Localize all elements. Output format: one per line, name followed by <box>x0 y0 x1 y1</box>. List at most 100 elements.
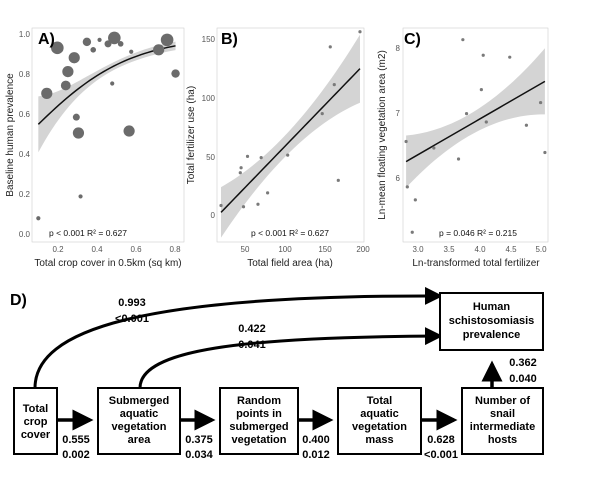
panel-b-stats: p < 0.001 R² = 0.627 <box>251 228 329 238</box>
node-snail-line-3: intermediate <box>470 421 535 433</box>
panel-a-ytick-1: 0.0 <box>19 230 31 239</box>
node-crop-line-3: cover <box>21 429 51 441</box>
panel-c-x-axis-label: Ln-transformed total fertilizer <box>412 258 540 269</box>
panel-a-x-axis-label: Total crop cover in 0.5km (sq km) <box>34 258 181 269</box>
panel-b-confidence-band <box>221 34 360 238</box>
node-mass-line-3: vegetation <box>352 421 407 433</box>
data-point <box>259 156 263 160</box>
data-point <box>41 87 53 99</box>
panel-b-ytick-4: 150 <box>202 35 216 44</box>
panel-b-xtick-2: 100 <box>278 245 292 254</box>
data-point <box>332 83 336 87</box>
panel-b-xtick-1: 50 <box>241 245 250 254</box>
panel-a-xtick-3: 0.6 <box>130 245 142 254</box>
panel-c-ytick-1: 6 <box>396 174 401 183</box>
panel-a-plot-area <box>31 27 185 243</box>
panel-d-label: D) <box>10 292 27 309</box>
data-point <box>62 65 74 78</box>
pval-crop-human: <0.001 <box>115 313 149 325</box>
data-point <box>239 166 243 170</box>
node-submerged-aquatic-vegetation-area: Submerged aquatic vegetation area <box>97 387 181 455</box>
data-point <box>117 41 124 47</box>
data-point <box>108 31 121 45</box>
panel-c-y-axis-label: Ln-mean floating vegetation area (m2) <box>377 50 388 220</box>
data-point <box>82 37 92 47</box>
node-crop-line-2: crop <box>24 416 48 428</box>
node-random-line-2: points in <box>236 408 282 420</box>
data-point <box>413 198 417 202</box>
data-point <box>241 205 246 209</box>
panel-c-points <box>404 38 547 234</box>
node-mass-line-4: mass <box>365 434 393 446</box>
panel-b-fit-line <box>220 68 361 213</box>
panel-b-xtick-3: 150 <box>318 245 332 254</box>
data-point <box>266 191 270 195</box>
data-point <box>68 52 80 64</box>
node-random-line-4: vegetation <box>231 434 286 446</box>
panel-a-ytick-5: 0.8 <box>19 70 31 79</box>
data-point <box>123 125 135 137</box>
pval-snail-human: 0.040 <box>509 373 537 385</box>
panel-b-xtick-4: 200 <box>356 245 370 254</box>
node-sav-line-2: aquatic <box>120 408 159 420</box>
data-point <box>524 123 529 127</box>
panel-b-x-axis-label: Total field area (ha) <box>247 258 333 269</box>
panel-b: 50 100 150 200 0 50 100 150 Total field … <box>186 27 370 269</box>
panel-c-xtick-1: 3.0 <box>412 245 424 254</box>
data-point <box>78 194 83 199</box>
panel-d: D) Total crop cover Submerged aquatic ve… <box>10 286 544 461</box>
data-point <box>432 146 436 150</box>
data-point <box>219 203 223 208</box>
coef-random-mass: 0.400 <box>302 434 330 446</box>
panel-a-fit-line <box>37 45 176 125</box>
data-point <box>410 230 414 234</box>
panel-a-ytick-6: 1.0 <box>19 30 31 39</box>
node-random-points: Random points in submerged vegetation <box>219 387 299 455</box>
panel-c-confidence-band <box>406 48 545 188</box>
panel-a-xtick-2: 0.4 <box>91 245 103 254</box>
panel-a-y-axis-label: Baseline human prevalence <box>5 73 16 197</box>
data-point <box>110 81 115 86</box>
arrow-crop-to-human <box>33 286 443 389</box>
data-point <box>256 202 260 206</box>
panel-c-xtick-5: 5.0 <box>535 245 547 254</box>
data-point <box>72 113 80 121</box>
panel-b-ytick-2: 50 <box>206 153 215 162</box>
pval-mass-snail: <0.001 <box>424 449 458 461</box>
data-point <box>72 127 85 139</box>
panel-a-label: A) <box>38 31 55 48</box>
node-random-line-3: submerged <box>229 421 288 433</box>
data-point <box>405 185 409 189</box>
panel-c-xtick-2: 3.5 <box>443 245 455 254</box>
data-point <box>90 46 97 53</box>
coef-snail-human: 0.362 <box>509 357 537 369</box>
data-point <box>60 80 71 91</box>
panel-c-xtick-3: 4.0 <box>474 245 486 254</box>
data-point <box>129 49 134 54</box>
node-snail-line-1: Number of <box>475 395 530 407</box>
coef-crop-sav: 0.555 <box>62 434 90 446</box>
panel-a-stats: p < 0.001 R² = 0.627 <box>49 228 127 238</box>
data-point <box>160 33 174 47</box>
panel-b-label: B) <box>221 31 238 48</box>
panel-c: 3.0 3.5 4.0 4.5 5.0 6 7 8 Ln-transformed… <box>377 27 549 269</box>
panel-b-points <box>219 30 362 209</box>
data-point <box>320 112 324 116</box>
node-random-line-1: Random <box>237 395 281 407</box>
pval-random-mass: 0.012 <box>302 449 330 461</box>
panel-a-xtick-4: 0.8 <box>169 245 181 254</box>
panel-b-ytick-1: 0 <box>211 211 216 220</box>
panel-a-points <box>36 31 180 221</box>
node-crop-line-1: Total <box>23 403 48 415</box>
node-sav-line-1: Submerged <box>109 395 170 407</box>
regression-line <box>405 80 546 163</box>
panel-b-ytick-3: 100 <box>202 94 216 103</box>
data-point <box>484 120 488 124</box>
panel-c-ytick-2: 7 <box>396 109 401 118</box>
data-point <box>481 53 485 57</box>
node-sav-line-3: vegetation <box>111 421 166 433</box>
panel-a-ytick-2: 0.2 <box>19 190 31 199</box>
node-snail-line-4: hosts <box>488 434 517 446</box>
confidence-band <box>406 48 545 188</box>
panel-a-xtick-1: 0.2 <box>52 245 64 254</box>
